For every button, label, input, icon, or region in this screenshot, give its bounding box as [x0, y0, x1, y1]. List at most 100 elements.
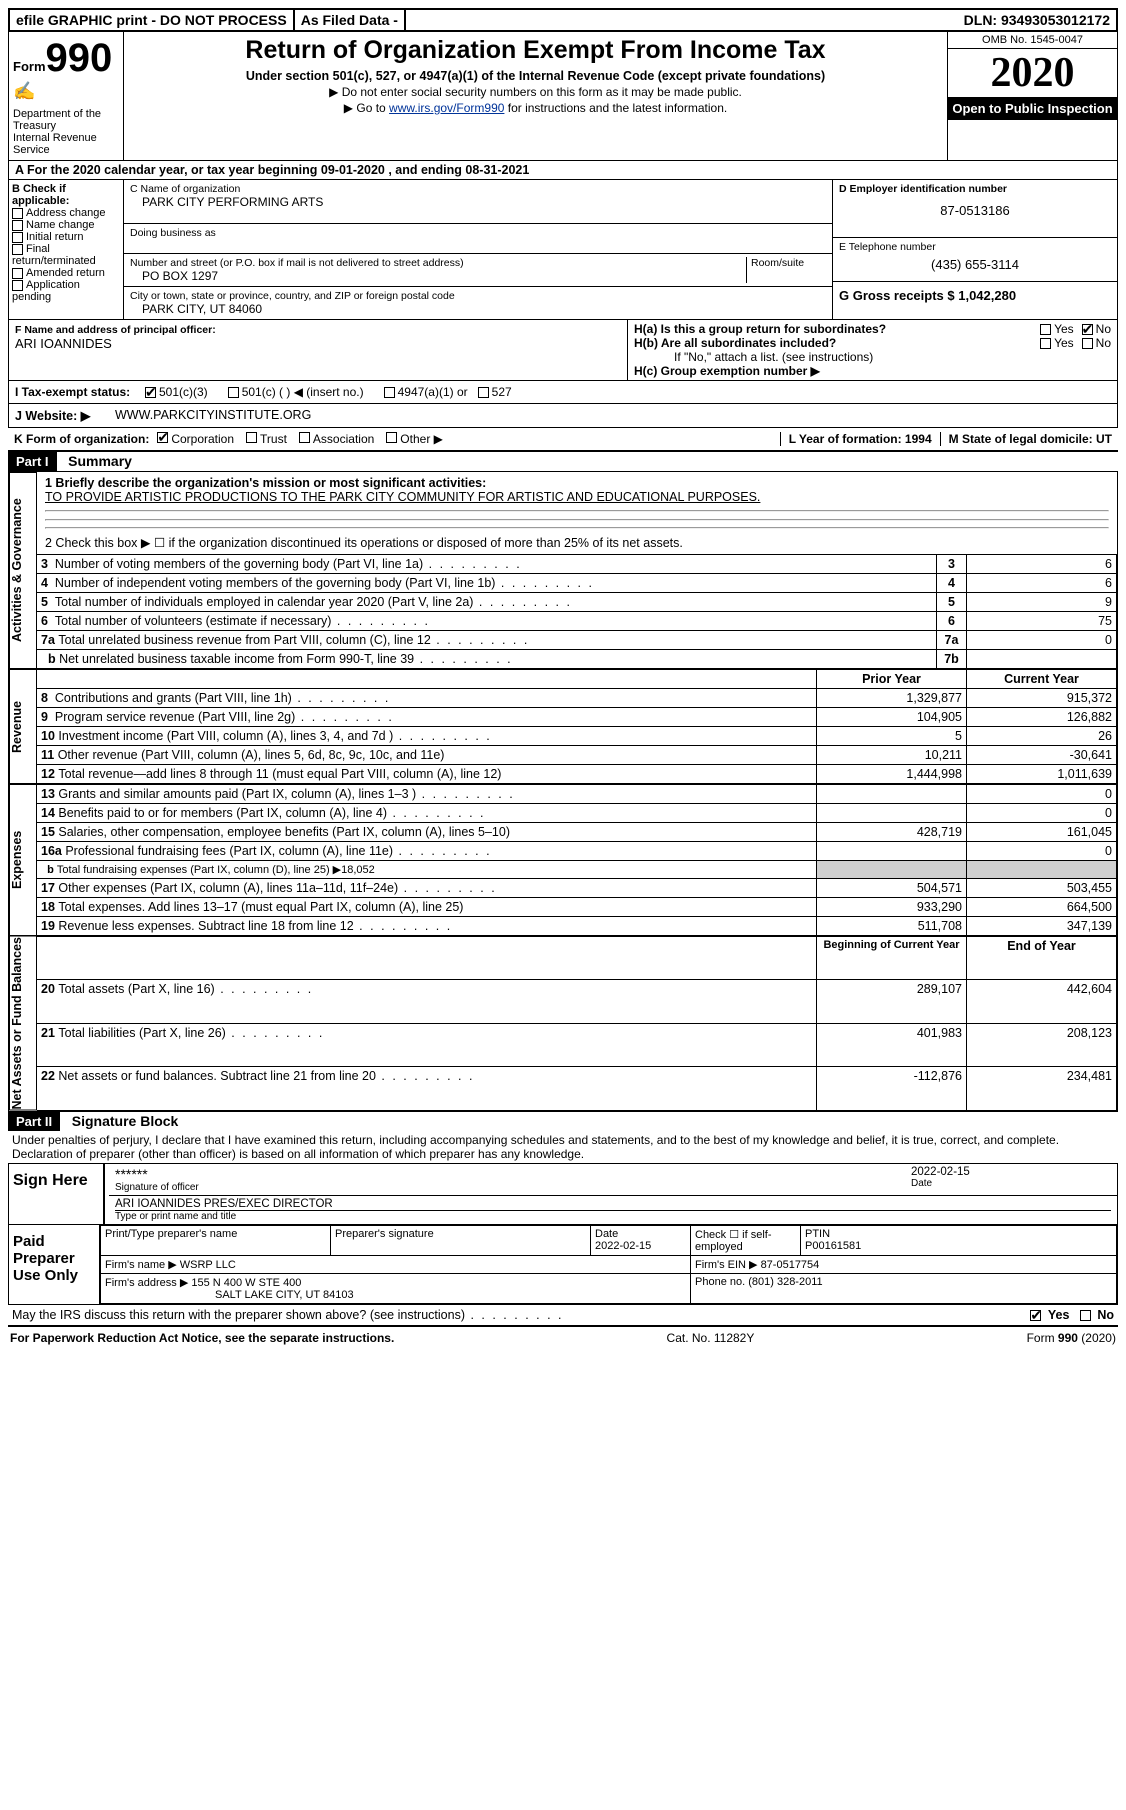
website: WWW.PARKCITYINSTITUTE.ORG: [115, 408, 311, 423]
form-header: Form990 ✍ Department of the Treasury Int…: [8, 32, 1118, 161]
checkbox-ha-yes[interactable]: [1040, 324, 1051, 335]
main-title: Return of Organization Exempt From Incom…: [132, 36, 939, 65]
checkbox-trust[interactable]: [246, 432, 257, 443]
part2-header: Part II Signature Block: [8, 1112, 1118, 1131]
vtab-governance: Activities & Governance: [9, 472, 37, 669]
revenue-table: Prior YearCurrent Year 8 Contributions a…: [37, 669, 1117, 784]
table-row: 9 Program service revenue (Part VIII, li…: [37, 708, 1117, 727]
table-row: 15 Salaries, other compensation, employe…: [37, 823, 1117, 842]
signature-block: Sign Here ****** Signature of officer 20…: [8, 1164, 1118, 1305]
checkbox-amended[interactable]: [12, 268, 23, 279]
table-row: b Total fundraising expenses (Part IX, c…: [37, 861, 1117, 879]
form-990-label: Form990: [13, 36, 119, 81]
efile-label: efile GRAPHIC print - DO NOT PROCESS: [10, 10, 295, 30]
checkbox-assoc[interactable]: [299, 432, 310, 443]
checkbox-final-return[interactable]: [12, 244, 23, 255]
gross-receipts: G Gross receipts $ 1,042,280: [839, 288, 1016, 303]
table-row: 3 Number of voting members of the govern…: [37, 555, 1117, 574]
checkbox-irs-yes[interactable]: [1030, 1310, 1041, 1321]
tax-year: 2020: [948, 49, 1117, 97]
top-bar: efile GRAPHIC print - DO NOT PROCESS As …: [8, 8, 1118, 32]
phone: (435) 655-3114: [839, 253, 1111, 272]
header-left: Form990 ✍ Department of the Treasury Int…: [9, 32, 124, 160]
sig-date: 2022-02-15: [911, 1166, 1111, 1178]
mission: TO PROVIDE ARTISTIC PRODUCTIONS TO THE P…: [45, 490, 1109, 504]
net-table: Beginning of Current YearEnd of Year 20 …: [37, 936, 1117, 1111]
dln-label: DLN: 93493053012172: [958, 10, 1116, 30]
checkbox-irs-no[interactable]: [1080, 1310, 1091, 1321]
table-row: 14 Benefits paid to or for members (Part…: [37, 804, 1117, 823]
checkbox-name-change[interactable]: [12, 220, 23, 231]
open-public: Open to Public Inspection: [948, 97, 1117, 120]
governance-table: 3 Number of voting members of the govern…: [37, 554, 1117, 669]
row-k: K Form of organization: Corporation Trus…: [8, 428, 1118, 452]
checkbox-application-pending[interactable]: [12, 280, 23, 291]
table-row: 6 Total number of volunteers (estimate i…: [37, 612, 1117, 631]
section-b: B Check if applicable: Address change Na…: [9, 180, 124, 319]
section-c: C Name of organization PARK CITY PERFORM…: [124, 180, 832, 319]
part1-header: Part I Summary: [8, 452, 1118, 472]
officer-name: ARI IOANNIDES: [15, 336, 621, 351]
governance-section: Activities & Governance 1 Briefly descri…: [8, 472, 1118, 669]
org-addr: PO BOX 1297: [130, 269, 746, 283]
checkbox-501c[interactable]: [228, 387, 239, 398]
table-row: b Net unrelated business taxable income …: [37, 650, 1117, 669]
ptin: P00161581: [805, 1240, 861, 1252]
checkbox-501c3[interactable]: [145, 387, 156, 398]
note1: ▶ Do not enter social security numbers o…: [132, 85, 939, 99]
dept-label: Department of the Treasury Internal Reve…: [13, 108, 119, 156]
sign-here-label: Sign Here: [9, 1164, 99, 1224]
row-j: J Website: ▶ WWW.PARKCITYINSTITUTE.ORG: [8, 404, 1118, 428]
header-right: OMB No. 1545-0047 2020 Open to Public In…: [947, 32, 1117, 160]
table-row: 20 Total assets (Part X, line 16)289,107…: [37, 980, 1117, 1023]
note2: ▶ Go to www.irs.gov/Form990 for instruct…: [132, 101, 939, 115]
vtab-revenue: Revenue: [9, 669, 37, 784]
irs-link[interactable]: www.irs.gov/Form990: [389, 101, 504, 115]
table-row: 5 Total number of individuals employed i…: [37, 593, 1117, 612]
firm-phone: (801) 328-2011: [748, 1276, 822, 1288]
ein: 87-0513186: [839, 195, 1111, 218]
table-row: 21 Total liabilities (Part X, line 26)40…: [37, 1023, 1117, 1066]
checkbox-ha-no[interactable]: [1082, 324, 1093, 335]
paid-preparer-label: Paid Preparer Use Only: [9, 1225, 99, 1304]
expenses-section: Expenses 13 Grants and similar amounts p…: [8, 784, 1118, 936]
table-row: 13 Grants and similar amounts paid (Part…: [37, 785, 1117, 804]
table-row: 17 Other expenses (Part IX, column (A), …: [37, 879, 1117, 898]
row-i: I Tax-exempt status: 501(c)(3) 501(c) ( …: [8, 381, 1118, 404]
checkbox-hb-yes[interactable]: [1040, 338, 1051, 349]
section-d-e-g: D Employer identification number 87-0513…: [832, 180, 1117, 319]
firm-ein: 87-0517754: [761, 1259, 820, 1271]
org-city: PARK CITY, UT 84060: [130, 302, 826, 316]
checkbox-initial-return[interactable]: [12, 232, 23, 243]
org-name: PARK CITY PERFORMING ARTS: [130, 195, 826, 209]
revenue-section: Revenue Prior YearCurrent Year 8 Contrib…: [8, 669, 1118, 784]
section-a: A For the 2020 calendar year, or tax yea…: [8, 161, 1118, 381]
table-row: 22 Net assets or fund balances. Subtract…: [37, 1067, 1117, 1110]
vtab-net: Net Assets or Fund Balances: [9, 936, 37, 1111]
table-row: 18 Total expenses. Add lines 13–17 (must…: [37, 898, 1117, 917]
irs-discuss-row: May the IRS discuss this return with the…: [8, 1305, 1118, 1327]
net-assets-section: Net Assets or Fund Balances Beginning of…: [8, 936, 1118, 1112]
expenses-table: 13 Grants and similar amounts paid (Part…: [37, 784, 1117, 936]
officer-name-title: ARI IOANNIDES PRES/EXEC DIRECTOR: [115, 1198, 1111, 1210]
checkbox-address-change[interactable]: [12, 208, 23, 219]
checkbox-4947[interactable]: [384, 387, 395, 398]
checkbox-hb-no[interactable]: [1082, 338, 1093, 349]
footer: For Paperwork Reduction Act Notice, see …: [8, 1327, 1118, 1349]
subtitle: Under section 501(c), 527, or 4947(a)(1)…: [132, 69, 939, 83]
firm-name: WSRP LLC: [180, 1259, 236, 1271]
table-row: 7a Total unrelated business revenue from…: [37, 631, 1117, 650]
checkbox-other[interactable]: [386, 432, 397, 443]
firm-addr: 155 N 400 W STE 400: [191, 1277, 301, 1289]
checkbox-corp[interactable]: [157, 432, 168, 443]
header-mid: Return of Organization Exempt From Incom…: [124, 32, 947, 160]
table-row: 4 Number of independent voting members o…: [37, 574, 1117, 593]
asfiled-label: As Filed Data -: [295, 10, 406, 30]
table-row: 11 Other revenue (Part VIII, column (A),…: [37, 746, 1117, 765]
table-row: 8 Contributions and grants (Part VIII, l…: [37, 689, 1117, 708]
period-row: A For the 2020 calendar year, or tax yea…: [9, 161, 1117, 180]
table-row: 12 Total revenue—add lines 8 through 11 …: [37, 765, 1117, 784]
table-row: 19 Revenue less expenses. Subtract line …: [37, 917, 1117, 936]
table-row: 10 Investment income (Part VIII, column …: [37, 727, 1117, 746]
checkbox-527[interactable]: [478, 387, 489, 398]
